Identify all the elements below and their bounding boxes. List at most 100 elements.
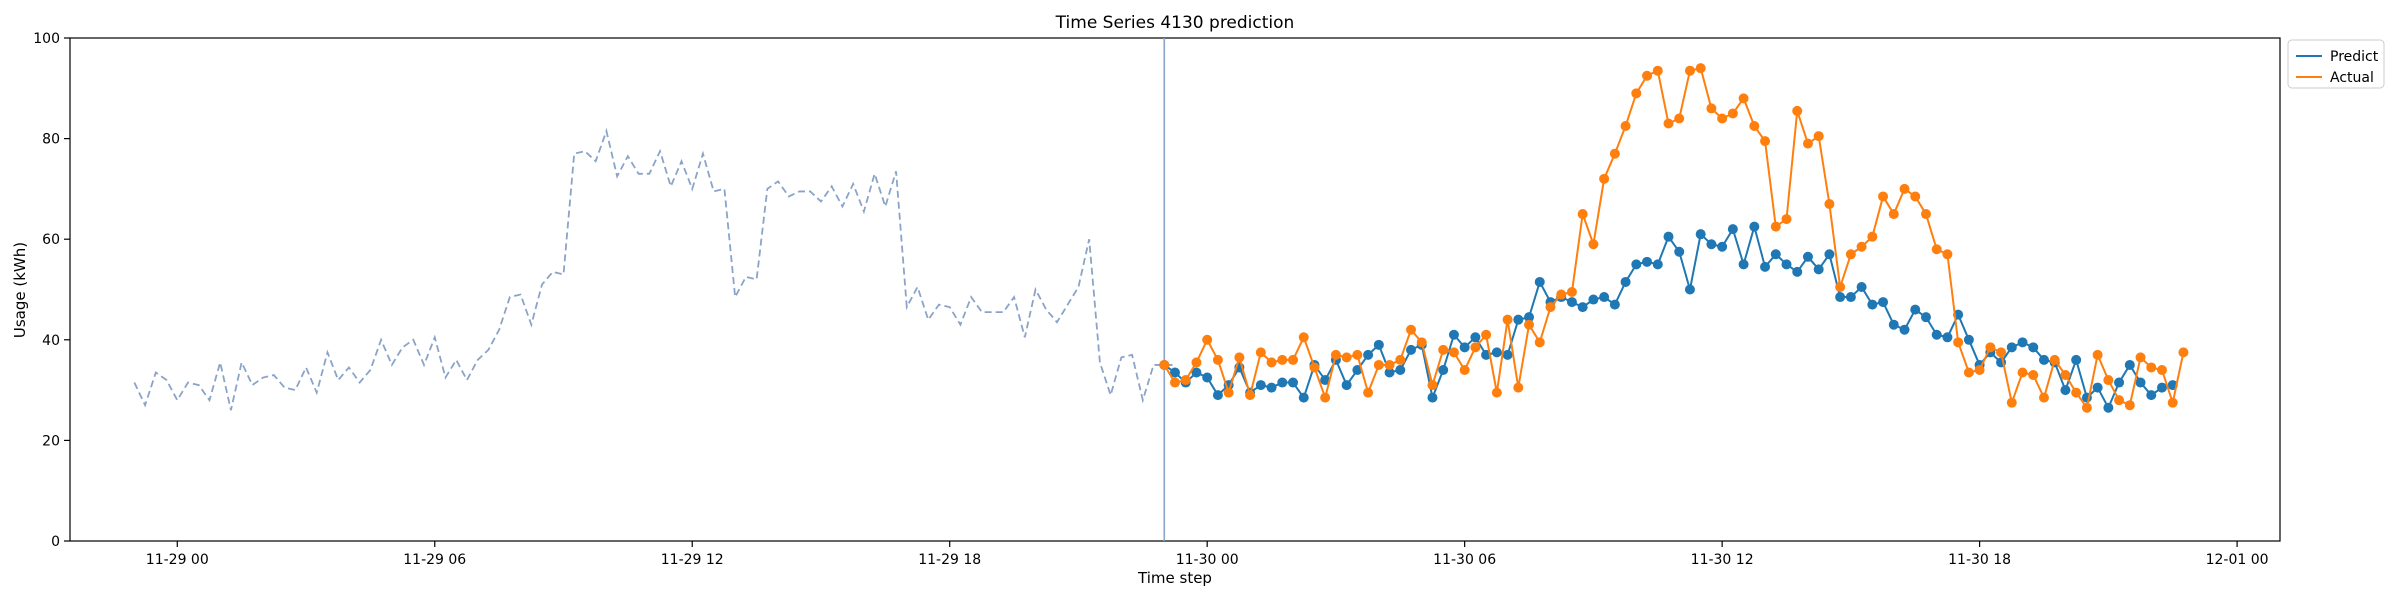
actual-point [1899, 183, 1910, 194]
actual-point [1438, 344, 1449, 355]
x-tick-label: 11-29 00 [146, 552, 209, 568]
actual-point [1985, 342, 1996, 353]
actual-point [1255, 347, 1266, 358]
actual-point [2049, 354, 2060, 365]
y-axis-title: Usage (kWh) [11, 242, 29, 338]
predict-point [1792, 266, 1803, 277]
actual-point [1813, 131, 1824, 142]
actual-point [1459, 364, 1470, 375]
actual-point [1642, 70, 1653, 81]
y-tick-label: 20 [42, 433, 60, 449]
actual-point [2017, 367, 2028, 378]
predict-point [2135, 377, 2146, 388]
predict-point [1631, 259, 1642, 270]
predict-point [1684, 284, 1695, 295]
predict-point [1599, 292, 1610, 303]
predict-point [1899, 324, 1910, 335]
x-tick-label: 11-30 12 [1691, 552, 1754, 568]
actual-point [1792, 105, 1803, 116]
actual-point [1599, 173, 1610, 184]
actual-point [1180, 375, 1191, 386]
predict-point [1502, 349, 1513, 360]
actual-point [1845, 249, 1856, 260]
actual-point [1395, 354, 1406, 365]
actual-point [1309, 362, 1320, 373]
actual-point [1760, 136, 1771, 147]
actual-point [1953, 337, 1964, 348]
y-tick-label: 80 [42, 132, 60, 148]
predict-point [1856, 281, 1867, 292]
predict-point [1609, 299, 1620, 310]
x-tick-label: 11-30 18 [1948, 552, 2011, 568]
actual-point [1802, 138, 1813, 149]
history-line [133, 127, 1175, 411]
predict-point [1438, 364, 1449, 375]
actual-point [1212, 354, 1223, 365]
predict-point [1738, 259, 1749, 270]
actual-point [1406, 324, 1417, 335]
actual-point [1888, 209, 1899, 220]
actual-point [1202, 334, 1213, 345]
predict-point [2038, 354, 2049, 365]
predict-point [1674, 246, 1685, 257]
actual-point [1384, 359, 1395, 370]
actual-point [1352, 349, 1363, 360]
actual-point [1684, 65, 1695, 76]
predict-point [1813, 264, 1824, 275]
legend-label-predict: Predict [2330, 49, 2379, 65]
actual-point [1427, 380, 1438, 391]
actual-point [1566, 287, 1577, 298]
actual-point [1856, 241, 1867, 252]
x-axis-title: Time step [1137, 569, 1212, 587]
predict-point [1384, 367, 1395, 378]
actual-point [1738, 93, 1749, 104]
x-tick-label: 11-30 00 [1176, 552, 1239, 568]
actual-point [1223, 387, 1234, 398]
actual-point [1824, 198, 1835, 209]
predict-point [1288, 377, 1299, 388]
y-tick-label: 40 [42, 333, 60, 349]
predict-point [1931, 329, 1942, 340]
predict-line [1163, 222, 2173, 411]
predict-point [1459, 342, 1470, 353]
actual-point [1556, 289, 1567, 300]
actual-point [1920, 209, 1931, 220]
predict-point [1266, 382, 1277, 393]
actual-point [1663, 118, 1674, 129]
actual-point [1234, 352, 1245, 363]
predict-point [1395, 364, 1406, 375]
predict-point [1749, 221, 1760, 232]
predict-point [1963, 334, 1974, 345]
predict-point [1717, 241, 1728, 252]
predict-point [2028, 342, 2039, 353]
actual-point [1931, 244, 1942, 255]
predict-point [1320, 375, 1331, 386]
legend: Predict Actual [2287, 39, 2385, 89]
actual-point [1577, 209, 1588, 220]
actual-point [1330, 349, 1341, 360]
actual-point [2124, 400, 2135, 411]
x-tick-label: 11-29 06 [403, 552, 466, 568]
y-tick-label: 60 [42, 232, 60, 248]
predict-point [1491, 347, 1502, 358]
actual-point [1835, 281, 1846, 292]
actual-point [1288, 354, 1299, 365]
actual-point [2135, 352, 2146, 363]
predict-point [1652, 259, 1663, 270]
predict-point [1341, 380, 1352, 391]
predict-point [1770, 249, 1781, 260]
predict-point [1835, 292, 1846, 303]
predict-point [1448, 329, 1459, 340]
predict-point [2124, 359, 2135, 370]
actual-point [1502, 314, 1513, 325]
actual-point [2103, 375, 2114, 386]
actual-point [1491, 387, 1502, 398]
actual-point [2156, 364, 2167, 375]
actual-point [1266, 357, 1277, 368]
y-tick-label: 0 [51, 534, 60, 550]
predict-point [1878, 297, 1889, 308]
x-tick-label: 11-30 06 [1433, 552, 1496, 568]
actual-point [2167, 397, 2178, 408]
actual-line [1163, 66, 2185, 411]
